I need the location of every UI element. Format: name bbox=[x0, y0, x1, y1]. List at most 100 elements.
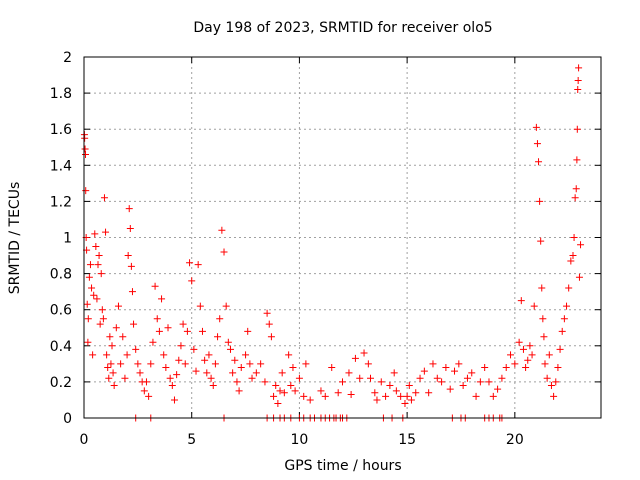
data-point bbox=[517, 297, 525, 305]
data-point bbox=[86, 261, 94, 269]
data-point bbox=[267, 333, 275, 341]
data-point bbox=[498, 374, 506, 382]
data-point bbox=[126, 224, 134, 232]
data-point bbox=[356, 374, 364, 382]
data-point bbox=[339, 378, 346, 386]
data-point bbox=[481, 363, 489, 371]
data-point bbox=[83, 300, 91, 308]
data-point bbox=[211, 360, 219, 368]
data-point bbox=[392, 387, 400, 395]
y-axis-label: SRMTID / TECUs bbox=[7, 182, 23, 295]
data-point bbox=[550, 392, 558, 400]
data-point bbox=[416, 374, 424, 382]
data-point bbox=[81, 134, 89, 142]
data-point bbox=[463, 374, 471, 382]
grid bbox=[84, 57, 601, 418]
data-point bbox=[386, 382, 394, 390]
data-point bbox=[166, 374, 174, 382]
data-point bbox=[198, 327, 206, 335]
data-point bbox=[537, 237, 545, 245]
data-point bbox=[560, 315, 568, 323]
data-point bbox=[257, 360, 265, 368]
data-point bbox=[103, 351, 111, 359]
data-point bbox=[367, 374, 375, 382]
y-tick-label: 0.4 bbox=[50, 339, 72, 355]
data-point bbox=[459, 382, 467, 390]
data-point bbox=[278, 369, 286, 377]
data-point bbox=[114, 302, 122, 310]
data-point bbox=[123, 351, 131, 359]
data-point bbox=[554, 363, 562, 371]
data-point bbox=[175, 356, 183, 364]
data-point bbox=[158, 295, 166, 303]
data-point bbox=[110, 382, 118, 390]
data-point bbox=[248, 374, 256, 382]
data-point bbox=[405, 382, 413, 390]
data-point bbox=[575, 273, 583, 281]
data-point bbox=[130, 320, 138, 328]
x-tick-label: 0 bbox=[80, 432, 89, 448]
data-point bbox=[565, 284, 573, 292]
y-tick-label: 1.6 bbox=[50, 122, 72, 138]
data-point bbox=[82, 150, 90, 158]
data-point bbox=[528, 351, 536, 359]
data-point bbox=[121, 374, 129, 382]
data-point bbox=[229, 369, 237, 377]
data-point bbox=[571, 194, 579, 202]
data-point bbox=[125, 205, 133, 213]
y-tick-label: 0.6 bbox=[50, 303, 72, 319]
data-point bbox=[188, 277, 196, 285]
x-axis-label: GPS time / hours bbox=[284, 458, 401, 474]
data-point bbox=[88, 284, 96, 292]
data-point bbox=[515, 338, 523, 346]
data-point bbox=[530, 302, 538, 310]
plot-frame bbox=[83, 56, 602, 419]
data-point bbox=[451, 367, 459, 375]
data-point bbox=[540, 333, 548, 341]
data-point bbox=[124, 252, 132, 260]
x-tick-label: 15 bbox=[398, 432, 416, 448]
data-point bbox=[573, 156, 581, 164]
data-point bbox=[558, 327, 566, 335]
data-point bbox=[89, 351, 97, 359]
data-point bbox=[107, 360, 115, 368]
data-point bbox=[224, 338, 232, 346]
data-point bbox=[556, 345, 564, 353]
data-point bbox=[265, 320, 273, 328]
data-point bbox=[100, 194, 108, 202]
data-point bbox=[321, 392, 329, 400]
data-point bbox=[177, 342, 185, 350]
y-tick-label: 1 bbox=[63, 231, 72, 247]
data-point bbox=[511, 360, 519, 368]
data-point bbox=[119, 333, 127, 341]
data-point bbox=[574, 85, 582, 93]
data-point bbox=[373, 396, 381, 404]
data-point bbox=[235, 387, 243, 395]
data-point bbox=[328, 363, 336, 371]
data-point bbox=[168, 382, 176, 390]
data-point bbox=[351, 354, 359, 362]
data-point bbox=[194, 261, 202, 269]
data-point bbox=[91, 230, 99, 238]
data-point bbox=[108, 342, 116, 350]
data-point bbox=[507, 351, 515, 359]
data-point bbox=[93, 295, 101, 303]
data-point bbox=[390, 369, 398, 377]
data-point bbox=[164, 324, 172, 332]
data-point bbox=[207, 374, 215, 382]
data-point bbox=[289, 363, 297, 371]
data-point bbox=[442, 363, 450, 371]
data-point bbox=[147, 360, 155, 368]
x-tick-label: 5 bbox=[187, 432, 196, 448]
data-point bbox=[127, 262, 135, 270]
data-point bbox=[134, 360, 142, 368]
data-point bbox=[220, 248, 228, 256]
data-point bbox=[573, 125, 581, 133]
data-point bbox=[276, 387, 284, 395]
data-point bbox=[539, 315, 547, 323]
data-point bbox=[117, 360, 125, 368]
data-point bbox=[570, 234, 578, 241]
data-point bbox=[302, 360, 310, 368]
